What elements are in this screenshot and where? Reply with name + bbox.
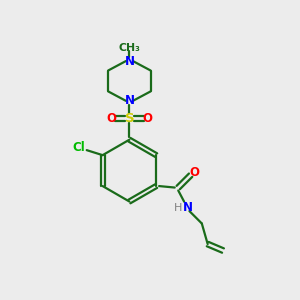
Text: N: N [124, 55, 134, 68]
Text: Cl: Cl [73, 141, 85, 154]
Text: H: H [173, 203, 182, 213]
Text: O: O [142, 112, 153, 125]
Text: CH₃: CH₃ [118, 43, 140, 53]
Text: O: O [189, 166, 200, 179]
Text: N: N [183, 201, 193, 214]
Text: S: S [124, 112, 134, 125]
Text: O: O [106, 112, 116, 125]
Text: N: N [124, 94, 134, 107]
